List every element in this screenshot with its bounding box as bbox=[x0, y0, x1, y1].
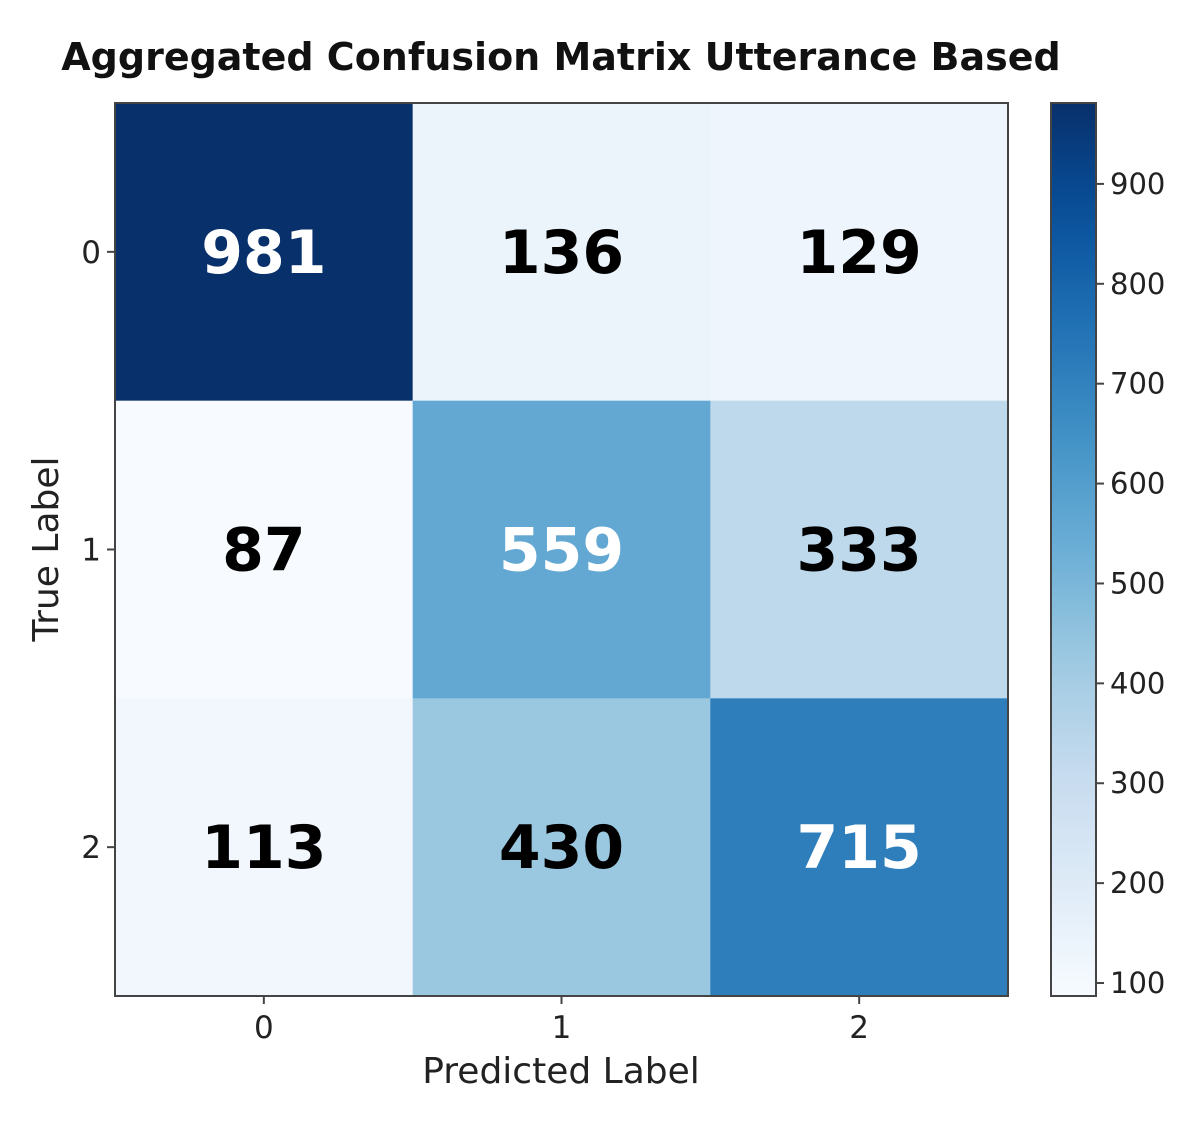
y-axis-label: True Label bbox=[26, 456, 67, 642]
colorbar-tick-label: 100 bbox=[1110, 966, 1165, 1000]
colorbar-ticks: 900 800 700 600 500 400 300 200 100 bbox=[1096, 167, 1165, 1000]
heatmap-cell bbox=[412, 698, 711, 997]
colorbar-tick-label: 400 bbox=[1110, 666, 1165, 700]
colorbar-tick-label: 200 bbox=[1110, 866, 1165, 900]
cell-value-label: 981 bbox=[201, 218, 326, 288]
heatmap-cell bbox=[115, 698, 414, 997]
cell-value-label: 129 bbox=[797, 218, 922, 288]
cell-value-label: 715 bbox=[797, 813, 922, 883]
y-tick-label: 0 bbox=[81, 235, 101, 271]
colorbar-tick-label: 800 bbox=[1110, 267, 1165, 301]
heatmap-cell bbox=[115, 400, 414, 699]
cell-value-label: 87 bbox=[222, 516, 306, 586]
cell-value-label: 113 bbox=[201, 813, 326, 883]
chart-title: Aggregated Confusion Matrix Utterance Ba… bbox=[61, 35, 1060, 79]
colorbar-tick-label: 700 bbox=[1110, 367, 1165, 401]
heatmap-cell bbox=[710, 400, 1009, 699]
heatmap-cell bbox=[412, 103, 711, 402]
cell-value-label: 559 bbox=[499, 516, 624, 586]
y-tick-label: 2 bbox=[81, 830, 101, 866]
cell-value-label: 430 bbox=[499, 813, 624, 883]
colorbar-tick-label: 900 bbox=[1110, 167, 1165, 201]
colorbar-tick-label: 300 bbox=[1110, 766, 1165, 800]
colorbar bbox=[1050, 102, 1097, 997]
y-axis-ticks: 0 1 2 bbox=[81, 235, 115, 866]
cell-value-label: 136 bbox=[499, 218, 624, 288]
heatmap-cells bbox=[115, 103, 1009, 997]
heatmap-cell bbox=[710, 698, 1009, 997]
colorbar-tick-label: 600 bbox=[1110, 467, 1165, 501]
x-tick-label: 0 bbox=[254, 1010, 274, 1046]
colorbar-tick-label: 500 bbox=[1110, 566, 1165, 600]
heatmap-cell bbox=[710, 103, 1009, 402]
cell-value-label: 333 bbox=[797, 516, 922, 586]
heatmap-cell bbox=[412, 400, 711, 699]
y-tick-label: 1 bbox=[81, 533, 101, 569]
x-axis-ticks: 0 1 2 bbox=[254, 996, 869, 1046]
cell-annotations: 981 136 129 87 559 333 113 430 715 bbox=[201, 218, 922, 883]
x-axis-label: Predicted Label bbox=[422, 1051, 700, 1092]
x-tick-label: 2 bbox=[849, 1010, 869, 1046]
heatmap-cell bbox=[115, 103, 414, 402]
x-tick-label: 1 bbox=[552, 1010, 572, 1046]
